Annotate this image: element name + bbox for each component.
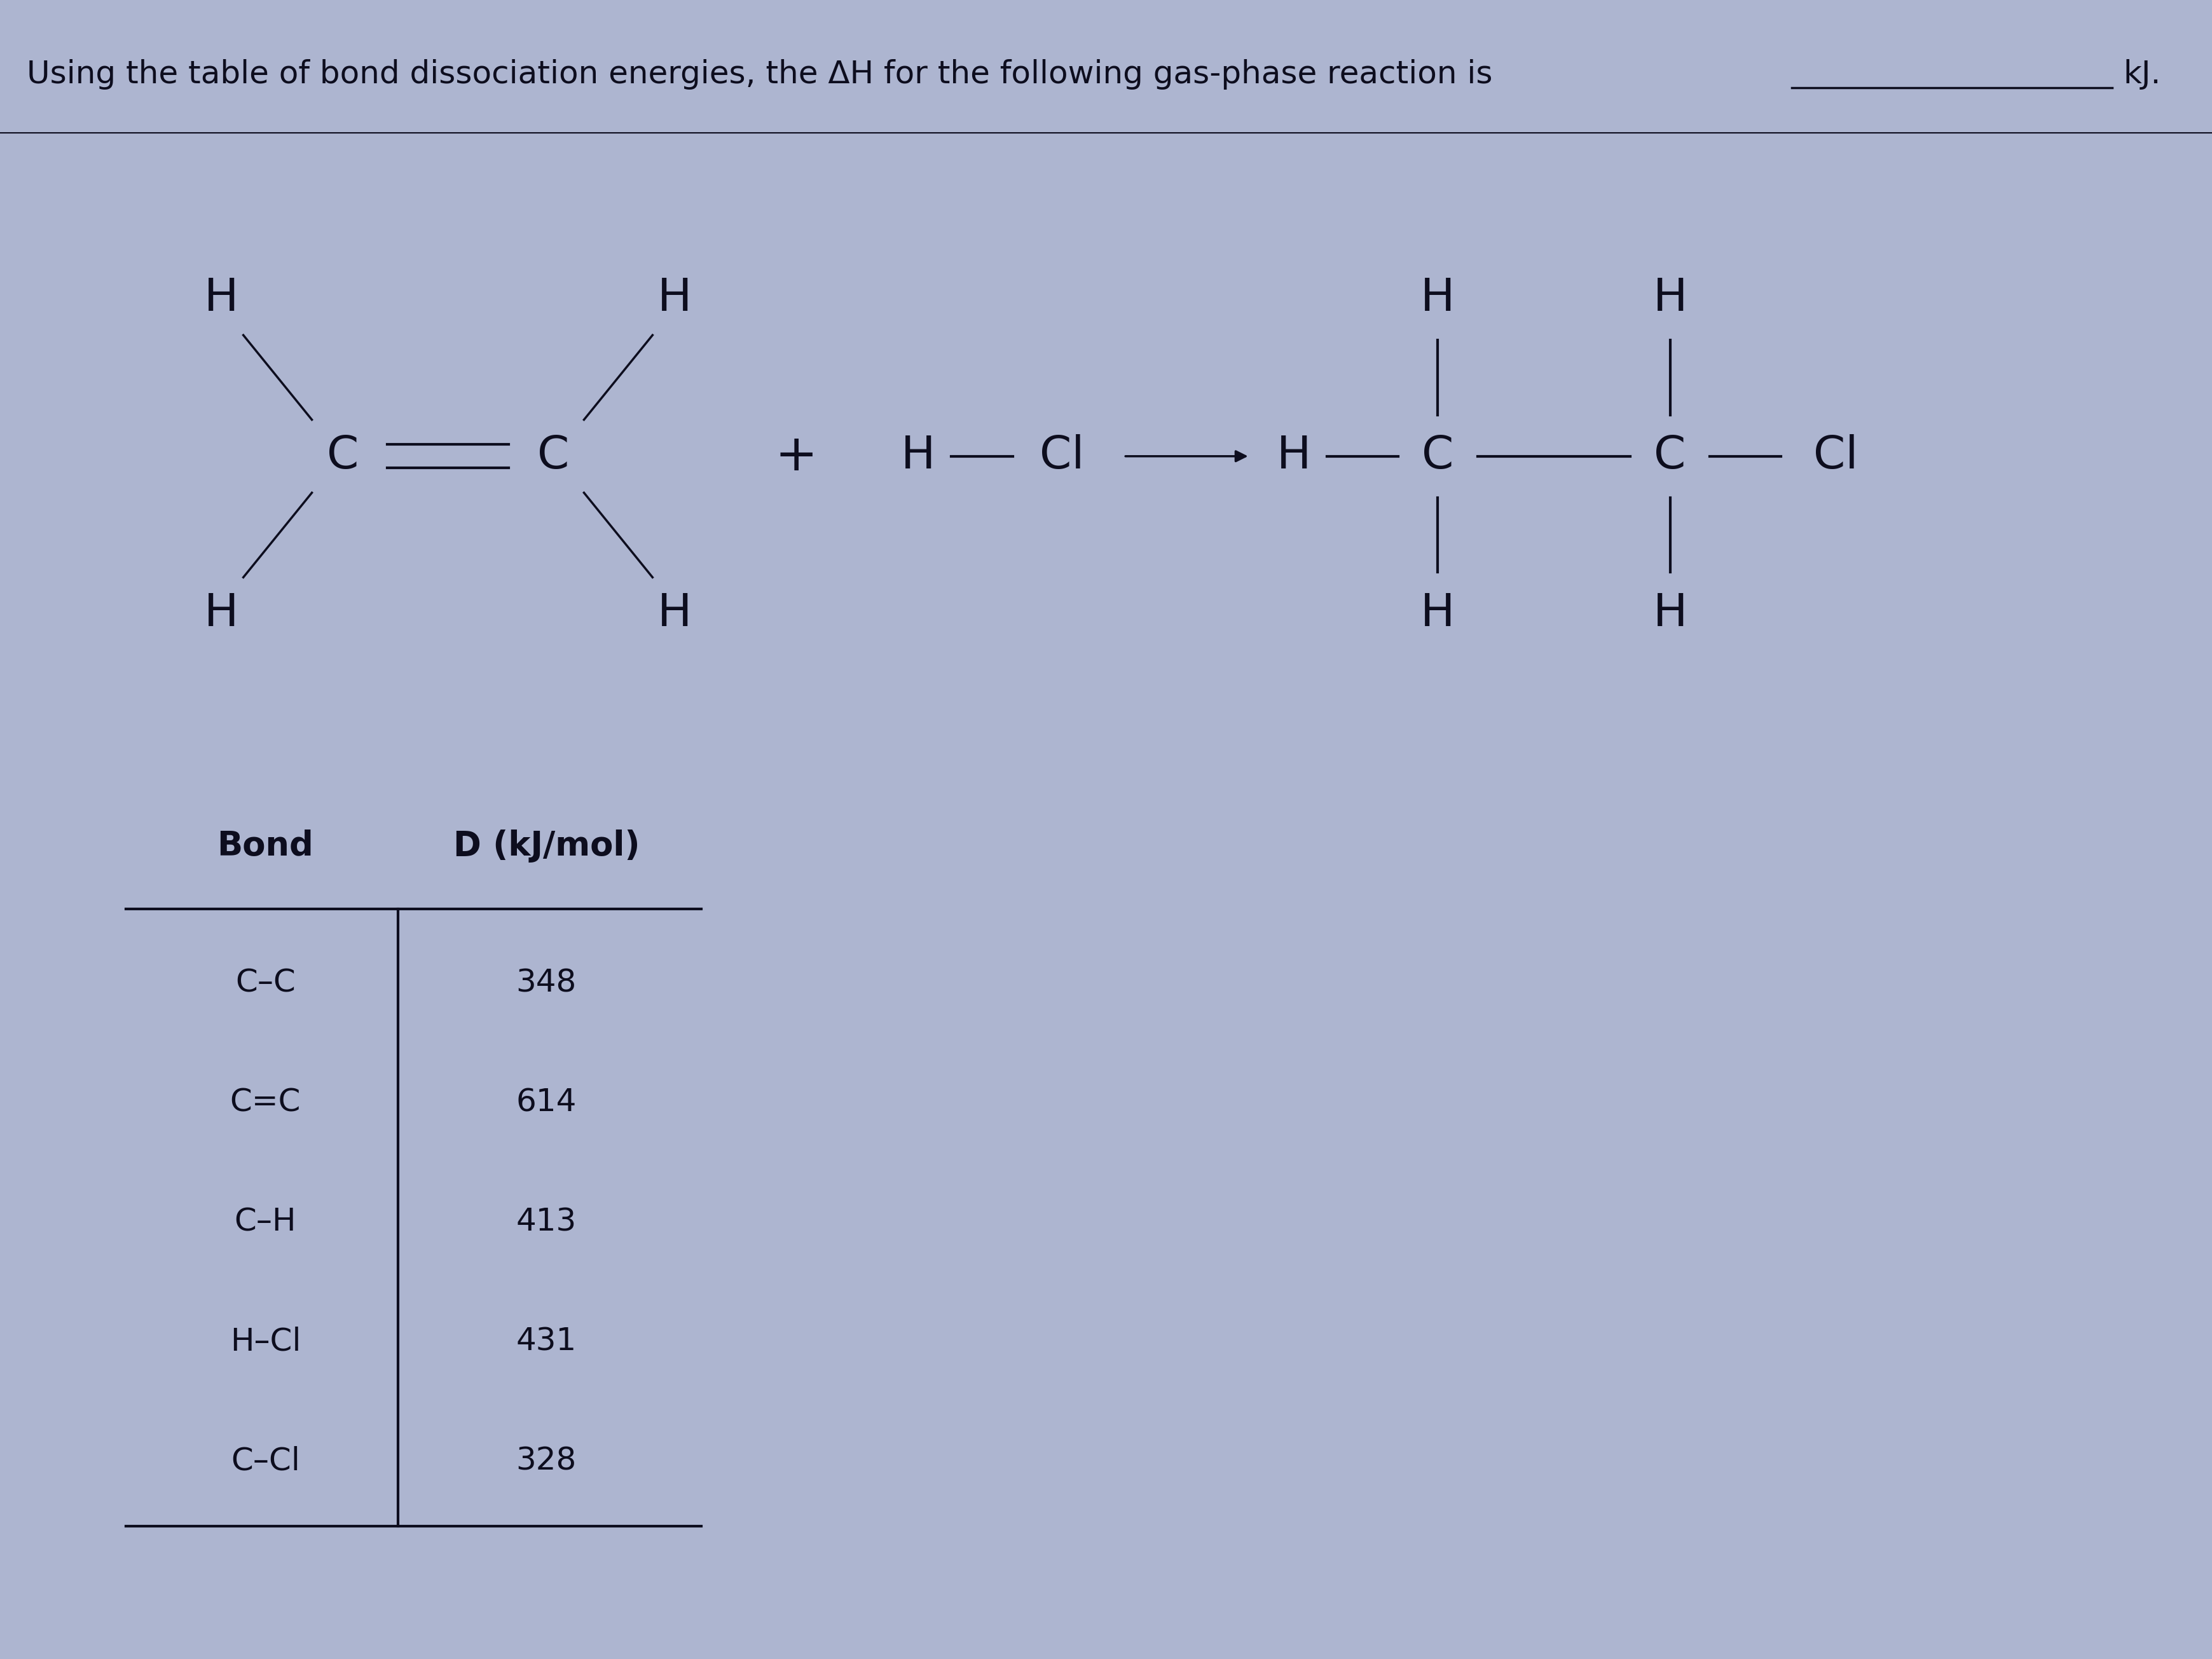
Text: H: H [1652, 277, 1688, 320]
Text: H: H [1420, 592, 1455, 635]
Text: H: H [657, 277, 692, 320]
Text: H: H [657, 592, 692, 635]
Text: C: C [1422, 435, 1453, 478]
Text: H: H [204, 277, 239, 320]
Text: H: H [1652, 592, 1688, 635]
Text: 614: 614 [515, 1087, 577, 1118]
Text: H: H [900, 435, 936, 478]
Text: 431: 431 [515, 1326, 577, 1357]
Text: Cl: Cl [1040, 435, 1084, 478]
Text: C: C [327, 435, 358, 478]
Text: C: C [538, 435, 568, 478]
Text: Bond: Bond [217, 830, 314, 863]
Text: C–H: C–H [234, 1206, 296, 1238]
Text: C–C: C–C [234, 967, 296, 999]
Text: H: H [1420, 277, 1455, 320]
Text: H: H [204, 592, 239, 635]
Text: H: H [1276, 435, 1312, 478]
Text: H–Cl: H–Cl [230, 1326, 301, 1357]
Text: C–Cl: C–Cl [230, 1445, 301, 1477]
Text: 413: 413 [515, 1206, 577, 1238]
Text: C=C: C=C [230, 1087, 301, 1118]
Text: 328: 328 [515, 1445, 577, 1477]
Text: C: C [1655, 435, 1686, 478]
Text: 348: 348 [515, 967, 577, 999]
Text: kJ.: kJ. [2124, 60, 2161, 90]
Text: Using the table of bond dissociation energies, the ΔH for the following gas-phas: Using the table of bond dissociation ene… [27, 60, 1493, 90]
Text: Cl: Cl [1814, 435, 1858, 478]
Text: D (kJ/mol): D (kJ/mol) [453, 830, 639, 863]
Text: +: + [774, 431, 818, 481]
